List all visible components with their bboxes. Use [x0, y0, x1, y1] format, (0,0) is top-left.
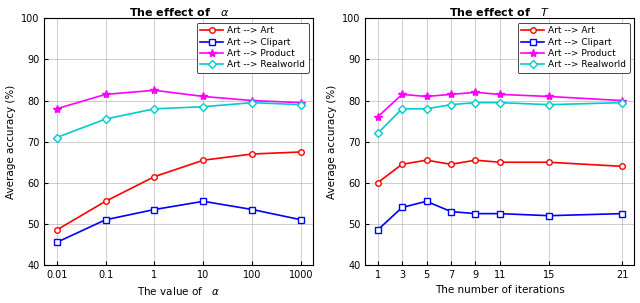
Line: Art --> Product: Art --> Product [373, 88, 627, 121]
Art --> Realworld [102, 117, 109, 121]
Line: Art --> Product: Art --> Product [52, 86, 305, 113]
Art --> Clipart [398, 206, 406, 209]
Art --> Clipart [422, 199, 430, 203]
Art --> Realworld [374, 132, 381, 135]
Art --> Product [422, 95, 430, 98]
Art --> Realworld [150, 107, 158, 111]
Art --> Realworld [52, 136, 60, 139]
Art --> Product [200, 95, 207, 98]
Art --> Realworld [447, 103, 455, 106]
Art --> Clipart [52, 241, 60, 244]
Art --> Art [298, 150, 305, 154]
Legend: Art --> Art, Art --> Clipart, Art --> Product, Art --> Realworld: Art --> Art, Art --> Clipart, Art --> Pr… [518, 23, 630, 73]
Art --> Clipart [545, 214, 553, 218]
Art --> Product [298, 101, 305, 105]
Art --> Art [618, 165, 626, 168]
Art --> Art [150, 175, 158, 178]
Art --> Clipart [248, 208, 256, 211]
Title: The effect of   $\bf{\it{α}}$: The effect of $\bf{\it{α}}$ [129, 5, 229, 18]
Art --> Realworld [200, 105, 207, 108]
Art --> Clipart [496, 212, 504, 215]
Art --> Clipart [374, 228, 381, 232]
Art --> Art [248, 152, 256, 156]
Art --> Art [422, 158, 430, 162]
X-axis label: The number of iterations: The number of iterations [435, 285, 564, 295]
Line: Art --> Clipart: Art --> Clipart [375, 198, 625, 233]
Art --> Art [545, 160, 553, 164]
Line: Art --> Clipart: Art --> Clipart [54, 198, 304, 245]
Art --> Product [52, 107, 60, 111]
Line: Art --> Art: Art --> Art [54, 149, 304, 233]
Art --> Product [248, 99, 256, 102]
Art --> Realworld [298, 103, 305, 106]
Art --> Product [472, 91, 479, 94]
Art --> Product [545, 95, 553, 98]
Art --> Product [447, 93, 455, 96]
Art --> Realworld [618, 101, 626, 105]
Art --> Realworld [496, 101, 504, 105]
Line: Art --> Realworld: Art --> Realworld [375, 100, 625, 136]
Art --> Clipart [618, 212, 626, 215]
Art --> Product [496, 93, 504, 96]
Art --> Clipart [102, 218, 109, 221]
Art --> Art [102, 199, 109, 203]
Art --> Clipart [150, 208, 158, 211]
Art --> Art [374, 181, 381, 185]
Art --> Clipart [298, 218, 305, 221]
Y-axis label: Average accuracy (%): Average accuracy (%) [6, 85, 15, 199]
Art --> Realworld [398, 107, 406, 111]
Art --> Clipart [200, 199, 207, 203]
Art --> Product [374, 115, 381, 119]
Art --> Realworld [545, 103, 553, 106]
Art --> Art [472, 158, 479, 162]
Art --> Art [496, 160, 504, 164]
Art --> Art [398, 162, 406, 166]
Art --> Realworld [248, 101, 256, 105]
Art --> Clipart [447, 210, 455, 213]
Y-axis label: Average accuracy (%): Average accuracy (%) [326, 85, 337, 199]
Legend: Art --> Art, Art --> Clipart, Art --> Product, Art --> Realworld: Art --> Art, Art --> Clipart, Art --> Pr… [196, 23, 309, 73]
X-axis label: The value of   $\bf{\it{α}}$: The value of $\bf{\it{α}}$ [138, 285, 220, 298]
Line: Art --> Art: Art --> Art [375, 157, 625, 185]
Art --> Product [102, 93, 109, 96]
Art --> Art [447, 162, 455, 166]
Art --> Art [52, 228, 60, 232]
Art --> Product [398, 93, 406, 96]
Art --> Product [618, 99, 626, 102]
Title: The effect of   $\bf{\it{T}}$: The effect of $\bf{\it{T}}$ [449, 5, 550, 18]
Art --> Product [150, 88, 158, 92]
Art --> Realworld [422, 107, 430, 111]
Art --> Clipart [472, 212, 479, 215]
Art --> Art [200, 158, 207, 162]
Art --> Realworld [472, 101, 479, 105]
Line: Art --> Realworld: Art --> Realworld [54, 100, 304, 140]
